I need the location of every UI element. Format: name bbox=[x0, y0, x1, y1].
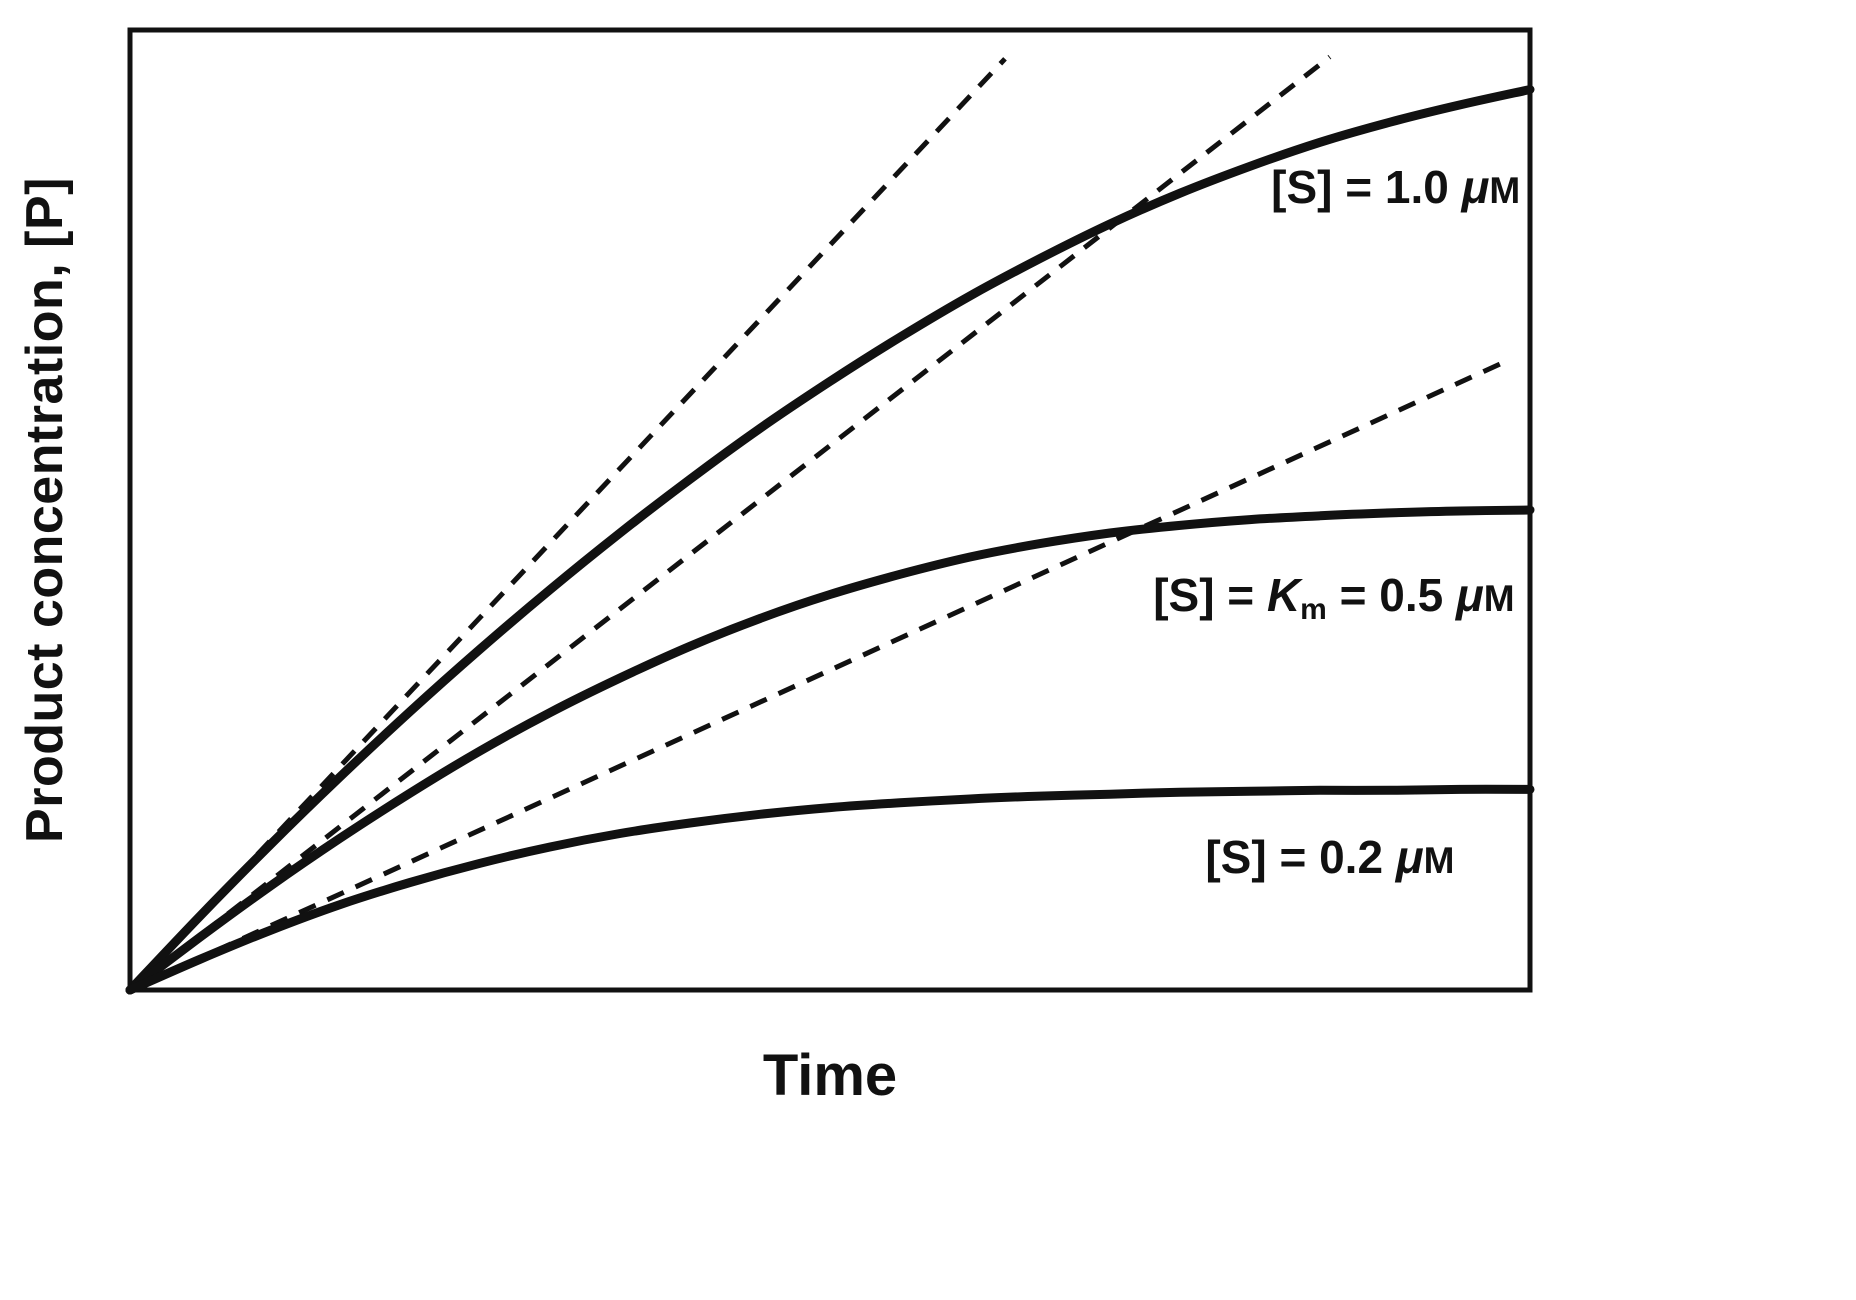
label-segment: K bbox=[1267, 569, 1303, 621]
label-segment: M bbox=[1489, 170, 1520, 211]
label-segment: μ bbox=[1454, 569, 1484, 621]
initial-velocity-tangent-0.5-uM bbox=[128, 54, 1332, 992]
initial-velocity-tangent-1.0-uM bbox=[128, 57, 1007, 992]
progress-curves-group bbox=[125, 85, 1535, 995]
series-label-substrate-Km-0.5-uM: [S] = Km = 0.5 μM bbox=[1153, 569, 1514, 626]
curve-substrate-1.0-uM bbox=[125, 85, 1535, 995]
curve-substrate-0.2-uM bbox=[125, 784, 1535, 995]
curve-substrate-Km-0.5-uM bbox=[125, 505, 1535, 995]
label-segment: [S] = 0.2 bbox=[1205, 831, 1395, 883]
x-axis-label: Time bbox=[763, 1043, 897, 1108]
label-segment: M bbox=[1424, 840, 1455, 881]
label-segment: μ bbox=[1394, 831, 1424, 883]
series-labels-group: [S] = 1.0 μM[S] = Km = 0.5 μM[S] = 0.2 μ… bbox=[1153, 161, 1520, 883]
label-segment: m bbox=[1300, 593, 1327, 626]
tangent-lines-group bbox=[128, 54, 1508, 993]
initial-velocity-tangent-0.2-uM bbox=[128, 358, 1508, 993]
series-label-substrate-1.0-uM: [S] = 1.0 μM bbox=[1271, 161, 1520, 213]
series-label-substrate-0.2-uM: [S] = 0.2 μM bbox=[1205, 831, 1454, 883]
label-segment: [S] = bbox=[1153, 569, 1267, 621]
y-axis-label: Product concentration, [P] bbox=[16, 177, 74, 843]
label-segment: M bbox=[1484, 578, 1515, 619]
label-segment: [S] = 1.0 bbox=[1271, 161, 1461, 213]
label-segment: = 0.5 bbox=[1327, 569, 1456, 621]
label-segment: μ bbox=[1460, 161, 1490, 213]
